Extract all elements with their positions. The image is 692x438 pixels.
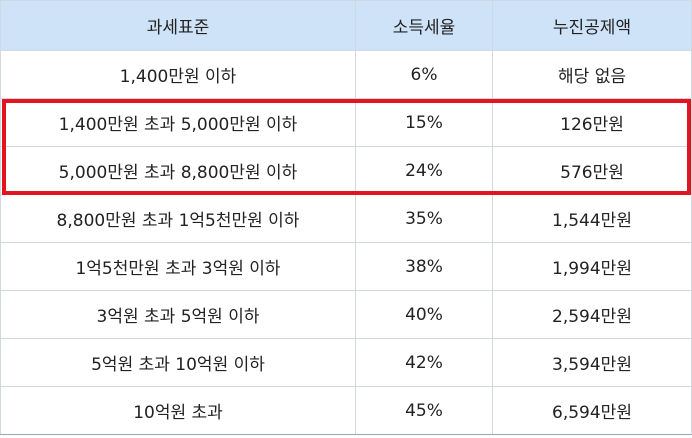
table-cell: 3억원 초과 5억원 이하 — [0, 290, 356, 339]
table-row: 3억원 초과 5억원 이하 40% 2,594만원 — [0, 290, 692, 339]
header-cell: 누진공제액 — [492, 0, 692, 51]
table-cell: 2,594만원 — [492, 290, 692, 339]
table-cell: 1,400만원 초과 5,000만원 이하 — [0, 98, 356, 147]
table-row: 10억원 초과 45% 6,594만원 — [0, 386, 692, 435]
table-cell: 42% — [355, 338, 493, 387]
table-cell: 6% — [355, 50, 493, 99]
table-cell: 35% — [355, 194, 493, 243]
table-row: 5,000만원 초과 8,800만원 이하 24% 576만원 — [0, 146, 692, 195]
table-cell: 1억5천만원 초과 3억원 이하 — [0, 242, 356, 291]
table-cell: 126만원 — [492, 98, 692, 147]
table-cell: 5억원 초과 10억원 이하 — [0, 338, 356, 387]
table-cell: 576만원 — [492, 146, 692, 195]
table-row: 8,800만원 초과 1억5천만원 이하 35% 1,544만원 — [0, 194, 692, 243]
table-cell: 1,544만원 — [492, 194, 692, 243]
table-cell: 해당 없음 — [492, 50, 692, 99]
table-cell: 8,800만원 초과 1억5천만원 이하 — [0, 194, 356, 243]
header-cell: 과세표준 — [0, 0, 356, 51]
table-row: 1,400만원 초과 5,000만원 이하 15% 126만원 — [0, 98, 692, 147]
table-cell: 1,400만원 이하 — [0, 50, 356, 99]
table-cell: 24% — [355, 146, 493, 195]
table-cell: 15% — [355, 98, 493, 147]
table-cell: 45% — [355, 386, 493, 435]
table-cell: 10억원 초과 — [0, 386, 356, 435]
table-row: 1,400만원 이하 6% 해당 없음 — [0, 50, 692, 99]
table-cell: 1,994만원 — [492, 242, 692, 291]
table-body: 1,400만원 이하 6% 해당 없음 1,400만원 초과 5,000만원 이하 15… — [0, 50, 692, 435]
table-cell: 40% — [355, 290, 493, 339]
table-cell: 5,000만원 초과 8,800만원 이하 — [0, 146, 356, 195]
table-row: 5억원 초과 10억원 이하 42% 3,594만원 — [0, 338, 692, 387]
table-cell: 6,594만원 — [492, 386, 692, 435]
header-cell: 소득세율 — [355, 0, 493, 51]
table-cell: 38% — [355, 242, 493, 291]
header-row: 과세표준 소득세율 누진공제액 — [0, 0, 692, 51]
table-cell: 3,594만원 — [492, 338, 692, 387]
table-row: 1억5천만원 초과 3억원 이하 38% 1,994만원 — [0, 242, 692, 291]
